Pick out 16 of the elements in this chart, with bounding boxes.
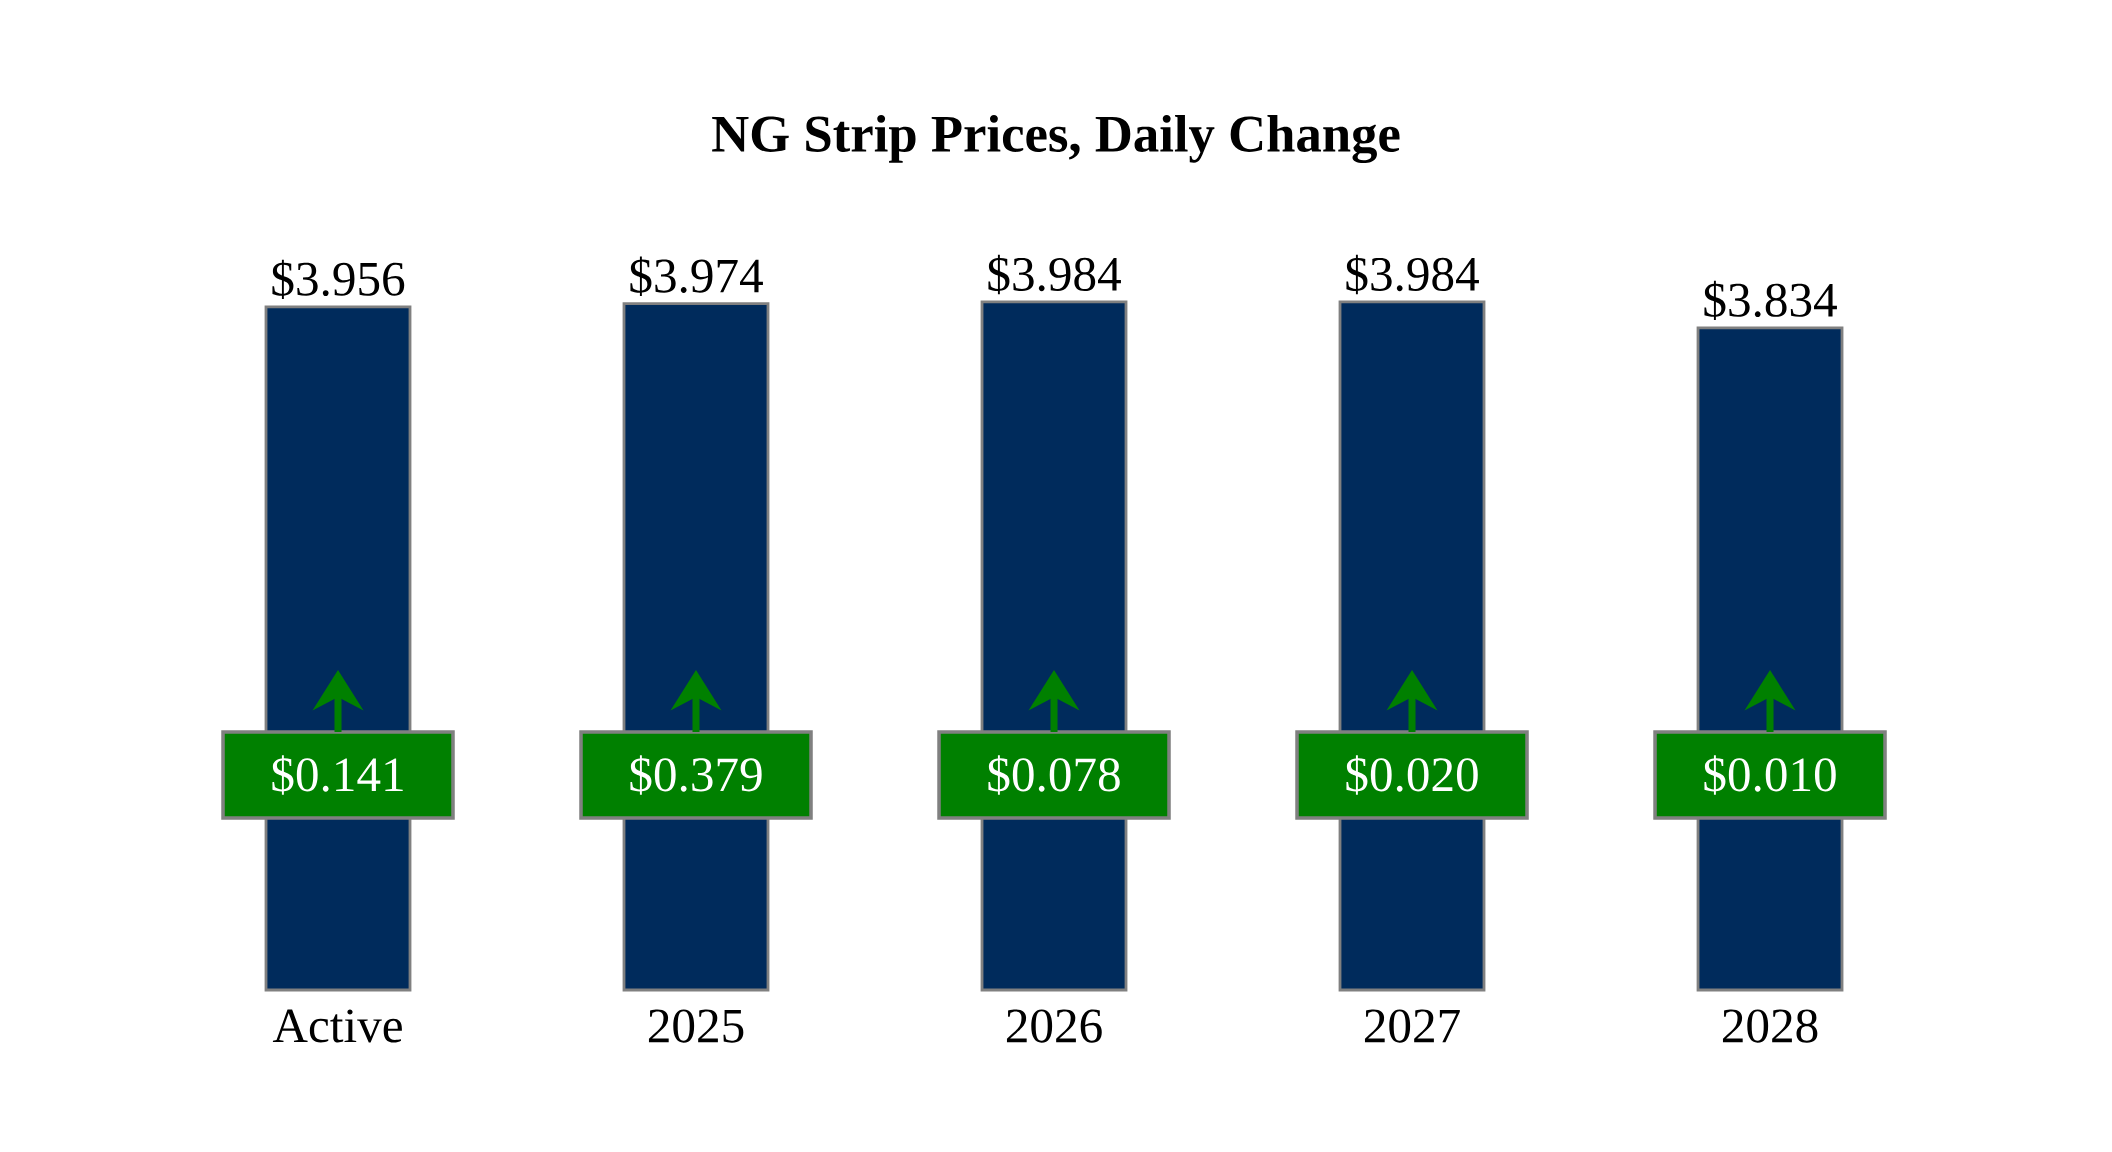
annotation: $0.010 <box>1704 755 1836 795</box>
data-label: $3.956 <box>272 259 405 300</box>
data-label: $3.984 <box>988 254 1121 295</box>
x-tick-label: 2025 <box>648 1009 744 1043</box>
x-tick-label: 2026 <box>1006 1009 1102 1043</box>
x-tick-label: 2028 <box>1722 1009 1818 1043</box>
annotation: $0.078 <box>988 755 1120 795</box>
data-label: $3.984 <box>1346 254 1479 295</box>
x-tick-label: 2027 <box>1364 1009 1460 1043</box>
chart-title: NG Strip Prices, Daily Change <box>712 114 1400 164</box>
annotation: $0.020 <box>1346 755 1478 795</box>
data-label: $3.834 <box>1704 280 1837 321</box>
annotation: $0.141 <box>272 755 403 795</box>
annotation: $0.379 <box>630 755 762 795</box>
x-tick-label: Active <box>272 1009 402 1043</box>
data-label: $3.974 <box>630 256 763 296</box>
